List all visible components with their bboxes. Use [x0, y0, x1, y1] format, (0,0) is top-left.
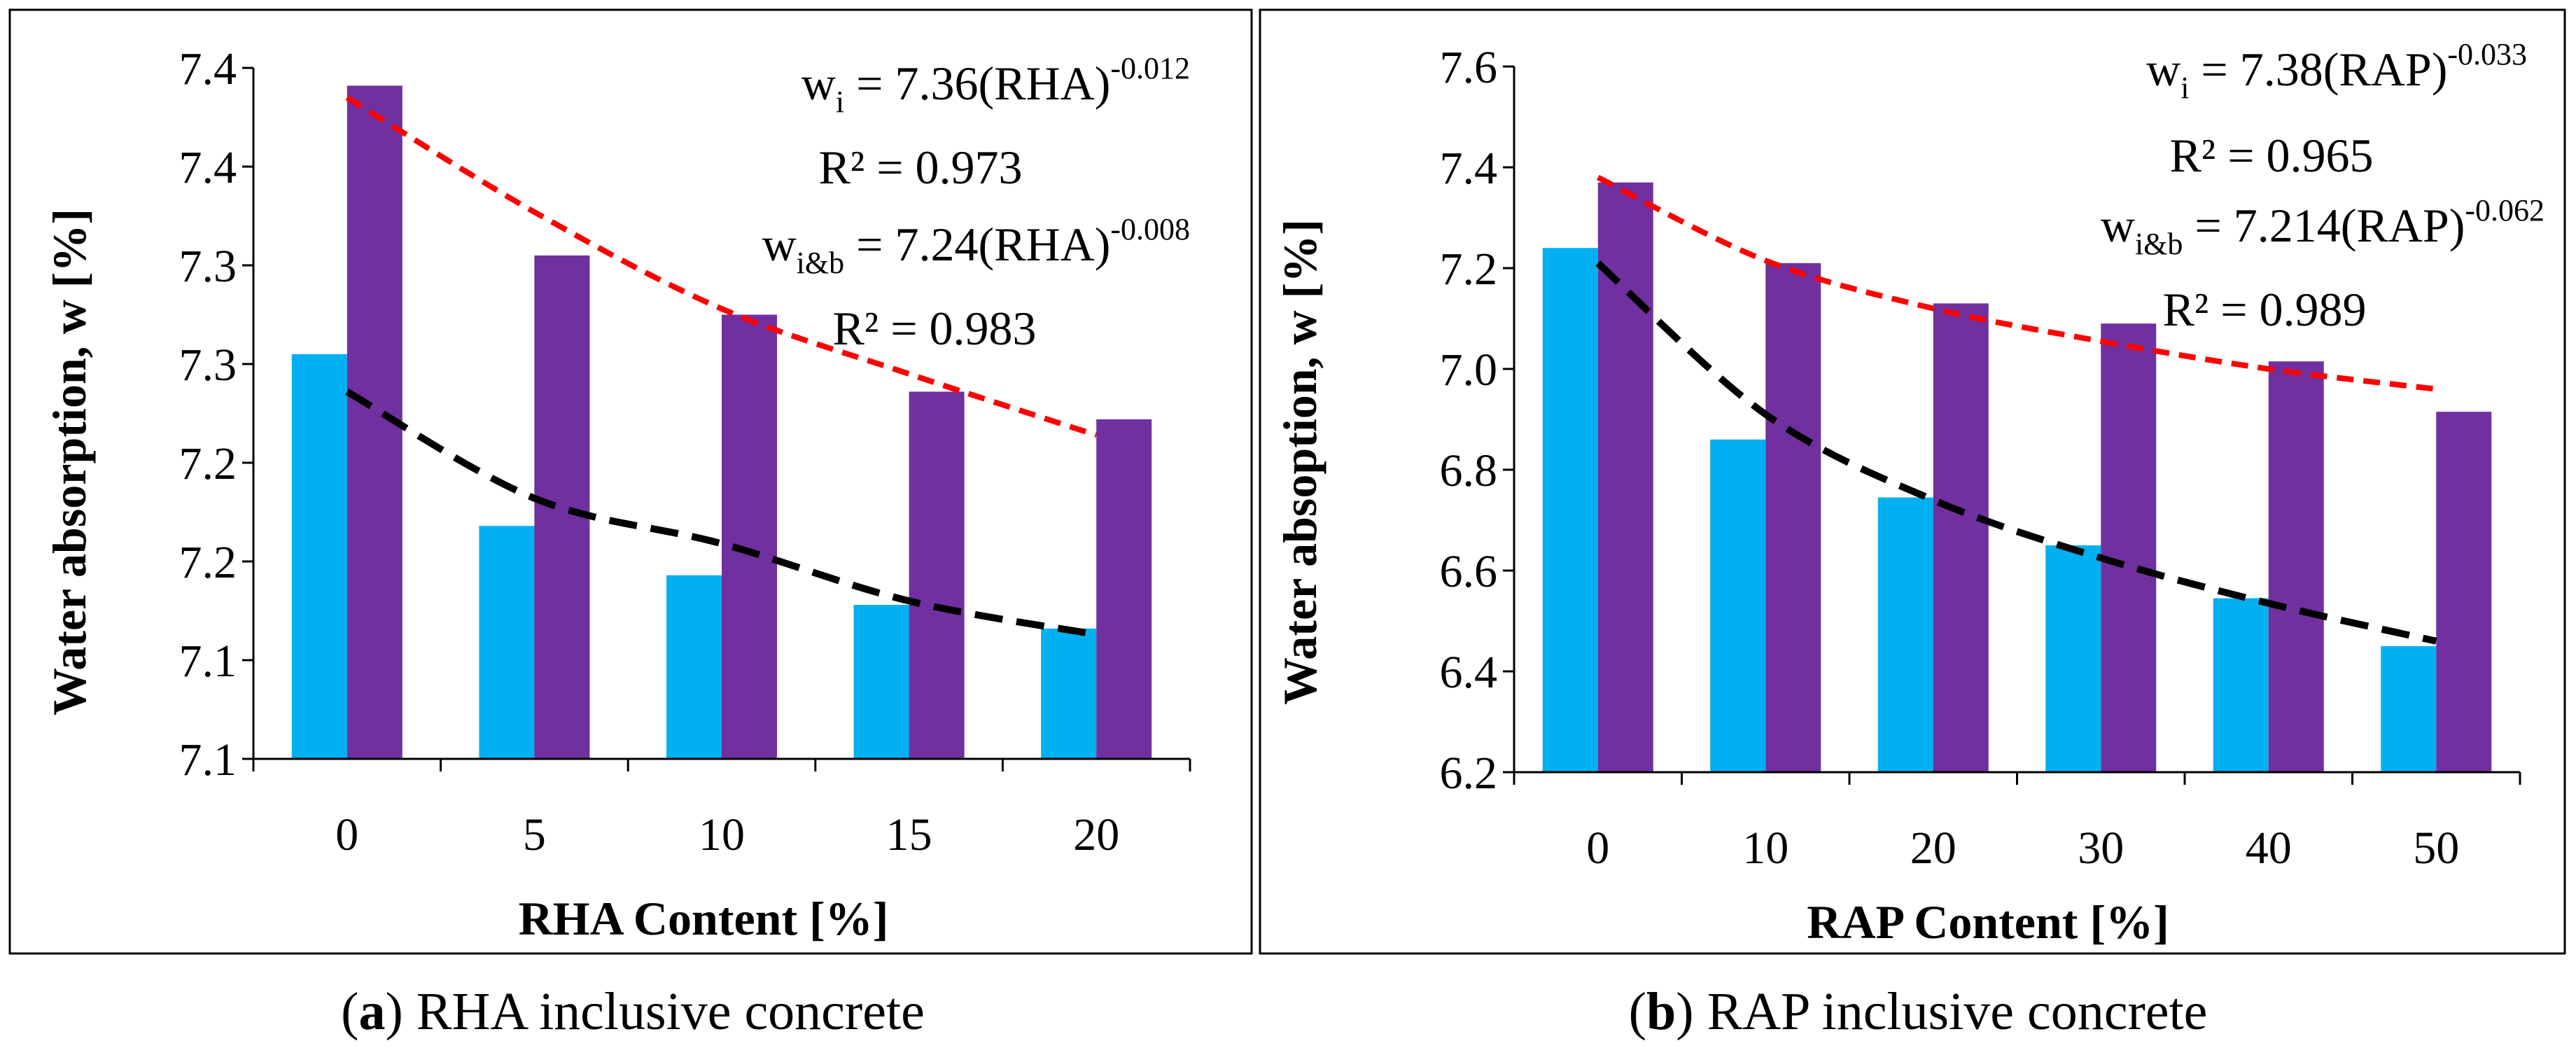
panel-a-bar-wib-15: [909, 391, 965, 759]
panel-b-bar-wib-50: [2436, 412, 2492, 772]
panel-b-bar-wi-20: [1877, 497, 1933, 772]
panel-a-bar-wib-20: [1096, 419, 1152, 759]
panel-a-y-tick-label: 7.3: [179, 340, 237, 391]
panel-b-trendlines: [1595, 174, 2437, 645]
panel-b-bar-wib-10: [1765, 263, 1821, 772]
panel-a: 7.1 7.1 7.2 7.2 7.3 7.3 7.4 7.4 0 5 10 15 20 Water a…: [8, 8, 1253, 1041]
panel-a-y-axis-label: Water absorption, w [%]: [43, 209, 96, 715]
panel-b-equation-wib: wi&b = 7.214(RAP)-0.062: [2101, 193, 2544, 261]
panel-a-x-tick-label: 15: [886, 809, 932, 860]
panel-a-x-tick-label: 5: [523, 809, 546, 860]
panel-a-y-tick-label: 7.2: [179, 537, 237, 588]
panel-b-y-tick-label: 7.2: [1440, 244, 1498, 295]
panel-b-bar-wib-40: [2268, 361, 2324, 772]
panel-b-y-tick-label: 6.6: [1440, 546, 1498, 597]
panel-b-r2-wi: R² = 0.965: [2169, 129, 2373, 182]
panel-b-bar-wi-50: [2381, 646, 2437, 772]
panel-a-y-tick-label: 7.3: [179, 241, 237, 292]
panel-b-bar-wib-20: [1933, 303, 1989, 772]
panel-b-caption: (b) RAP inclusive concrete: [1629, 982, 2208, 1041]
panel-a-bar-wi-10: [666, 575, 722, 759]
panel-a-trendline-wib: [345, 95, 1098, 438]
panel-b-x-tick-label: 50: [2413, 823, 2459, 874]
panel-a-frame: [8, 8, 1253, 955]
panel-b-x-tick-label: 30: [2078, 823, 2124, 874]
panel-a-equation-wi: wi = 7.36(RHA)-0.012: [802, 51, 1190, 119]
panel-b-trendline-wib: [1596, 174, 2437, 392]
panel-b-x-tick-label: 0: [1586, 823, 1609, 874]
panel-b-bar-wib-30: [2101, 323, 2157, 772]
panel-b-axes: 6.2 6.4 6.6 6.8 7.0 7.2 7.4 7.6 0 10 20 30 40 50: [1440, 42, 2521, 874]
panel-a-bar-wib-5: [534, 255, 590, 759]
panel-a-caption: (a) RHA inclusive concrete: [341, 982, 925, 1041]
panel-a-bars: [291, 85, 1152, 759]
panel-a-y-tick-label: 7.1: [179, 636, 237, 687]
panel-b-y-tick-label: 6.4: [1440, 647, 1498, 698]
panel-b-x-axis-label: RAP Content [%]: [1807, 895, 2169, 949]
panel-a-bar-wib-10: [722, 314, 777, 759]
panel-a-y-tick-label: 7.4: [179, 142, 237, 193]
panel-a-bar-wi-20: [1041, 628, 1097, 759]
panel-b-bar-wib-0: [1597, 182, 1653, 773]
panel-b-bar-wi-10: [1710, 439, 1766, 772]
panel-a-y-tick-label: 7.1: [179, 734, 237, 785]
panel-a-y-tick-label: 7.2: [179, 438, 237, 489]
panel-b-bars: [1542, 182, 2492, 773]
panel-a-x-tick-label: 20: [1073, 809, 1119, 860]
panel-b-y-axis-label: Water absoption, w [%]: [1273, 219, 1326, 705]
panel-b-y-tick-label: 6.2: [1440, 748, 1498, 799]
panel-b-y-tick-label: 7.4: [1440, 143, 1498, 194]
panel-b-bar-wi-30: [2045, 545, 2101, 772]
panel-b-bar-wi-40: [2213, 598, 2269, 772]
panel-b-r2-wib: R² = 0.989: [2162, 283, 2366, 336]
panel-b-y-tick-label: 7.6: [1440, 42, 1498, 93]
panel-a-bar-wi-0: [291, 354, 347, 759]
panel-b-x-tick-label: 20: [1910, 823, 1956, 874]
panel-b: 6.2 6.4 6.6 6.8 7.0 7.2 7.4 7.6 0 10 20 30 40 50 Wate…: [1259, 8, 2566, 1041]
panel-a-x-tick-label: 0: [335, 809, 358, 860]
panel-a-y-tick-label: 7.4: [179, 43, 237, 95]
panel-b-y-tick-label: 7.0: [1440, 344, 1498, 396]
panel-a-bar-wi-15: [853, 605, 909, 759]
panel-b-trendline-wi: [1595, 260, 2437, 645]
panel-b-frame: [1259, 8, 2566, 955]
panel-b-y-tick-label: 6.8: [1440, 445, 1498, 496]
panel-a-x-axis-label: RHA Content [%]: [519, 892, 889, 945]
panel-b-equation-wi: wi = 7.38(RAP)-0.033: [2146, 37, 2527, 105]
panel-a-bar-wi-5: [479, 526, 535, 759]
panel-a-x-tick-label: 10: [699, 809, 745, 860]
panel-a-r2-wib: R² = 0.983: [832, 302, 1036, 355]
panel-a-trendline-wi: [345, 389, 1098, 638]
panel-a-trendlines: [345, 95, 1098, 638]
panel-b-x-tick-label: 40: [2246, 823, 2292, 874]
panel-a-axes: 7.1 7.1 7.2 7.2 7.3 7.3 7.4 7.4 0 5 10 15 20: [179, 43, 1191, 860]
panel-a-r2-wi: R² = 0.973: [818, 141, 1022, 194]
panel-b-x-tick-label: 10: [1742, 823, 1788, 874]
panel-a-equation-wib: wi&b = 7.24(RHA)-0.008: [762, 212, 1190, 280]
panel-b-bar-wi-0: [1542, 248, 1598, 772]
